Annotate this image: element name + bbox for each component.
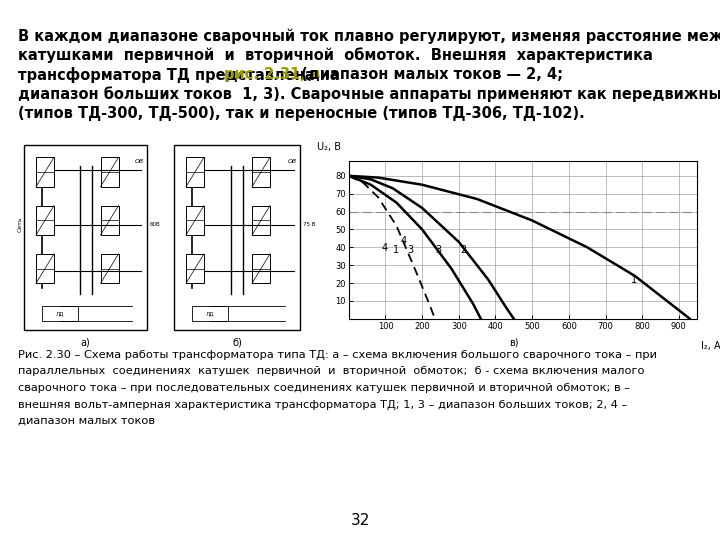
Text: ОВ: ОВ: [135, 159, 144, 164]
Text: б): б): [232, 338, 242, 348]
Text: а): а): [81, 338, 91, 348]
Bar: [252, 206, 270, 235]
Bar: [186, 254, 204, 284]
Bar: [101, 157, 119, 187]
Text: катушками  первичной  и  вторичной  обмоток.  Внешняя  характеристика: катушками первичной и вторичной обмоток.…: [18, 48, 653, 63]
Text: 1: 1: [393, 245, 399, 255]
Text: (типов ТД-300, ТД-500), так и переносные (типов ТД-306, ТД-102).: (типов ТД-300, ТД-500), так и переносные…: [18, 106, 585, 121]
Text: U₂, В: U₂, В: [318, 142, 341, 152]
Bar: [252, 254, 270, 284]
Text: 3: 3: [435, 245, 441, 255]
Text: внешняя вольт-амперная характеристика трансформатора ТД; 1, 3 – диапазон больших: внешняя вольт-амперная характеристика тр…: [18, 400, 627, 409]
Bar: [192, 306, 228, 321]
Bar: [101, 254, 119, 284]
Bar: [36, 254, 54, 284]
Text: 60В: 60В: [150, 222, 161, 227]
Bar: [36, 206, 54, 235]
Bar: [24, 145, 147, 329]
Text: сварочного тока – при последовательных соединениях катушек первичной и вторичной: сварочного тока – при последовательных с…: [18, 383, 630, 393]
Text: в): в): [509, 338, 518, 348]
Text: 2: 2: [461, 245, 467, 255]
Bar: [252, 157, 270, 187]
Text: 4: 4: [400, 236, 406, 246]
Text: диапазон малых токов: диапазон малых токов: [18, 416, 155, 426]
Text: рис. 2.31, в: рис. 2.31, в: [224, 67, 320, 82]
Bar: [36, 157, 54, 187]
Text: трансформатора ТД представлена на: трансформатора ТД представлена на: [18, 67, 345, 83]
Bar: [42, 306, 78, 321]
Text: диапазон больших токов  1, 3). Сварочные аппараты применяют как передвижные: диапазон больших токов 1, 3). Сварочные …: [18, 86, 720, 102]
Text: 1: 1: [631, 275, 637, 285]
Bar: [174, 145, 300, 329]
Bar: [186, 157, 204, 187]
Text: (диапазон малых токов — 2, 4;: (диапазон малых токов — 2, 4;: [297, 67, 563, 82]
Text: ЛД: ЛД: [206, 311, 215, 316]
Text: В каждом диапазоне сварочный ток плавно регулируют, изменяя расстояние между: В каждом диапазоне сварочный ток плавно …: [18, 28, 720, 44]
Text: 3: 3: [408, 245, 413, 255]
Text: Сеть: Сеть: [18, 217, 23, 232]
Text: Рис. 2.30 – Схема работы трансформатора типа ТД: а – схема включения большого св: Рис. 2.30 – Схема работы трансформатора …: [18, 350, 657, 360]
Text: I₂, A: I₂, A: [701, 341, 720, 351]
Text: параллельных  соединениях  катушек  первичной  и  вторичной  обмоток;  б - схема: параллельных соединениях катушек первичн…: [18, 367, 644, 376]
Bar: [101, 206, 119, 235]
Text: 75 В: 75 В: [303, 222, 315, 227]
Bar: [186, 206, 204, 235]
Text: ОВ: ОВ: [288, 159, 297, 164]
Text: 4: 4: [382, 243, 388, 253]
Text: ЛД: ЛД: [55, 311, 64, 316]
Text: 32: 32: [351, 513, 369, 528]
